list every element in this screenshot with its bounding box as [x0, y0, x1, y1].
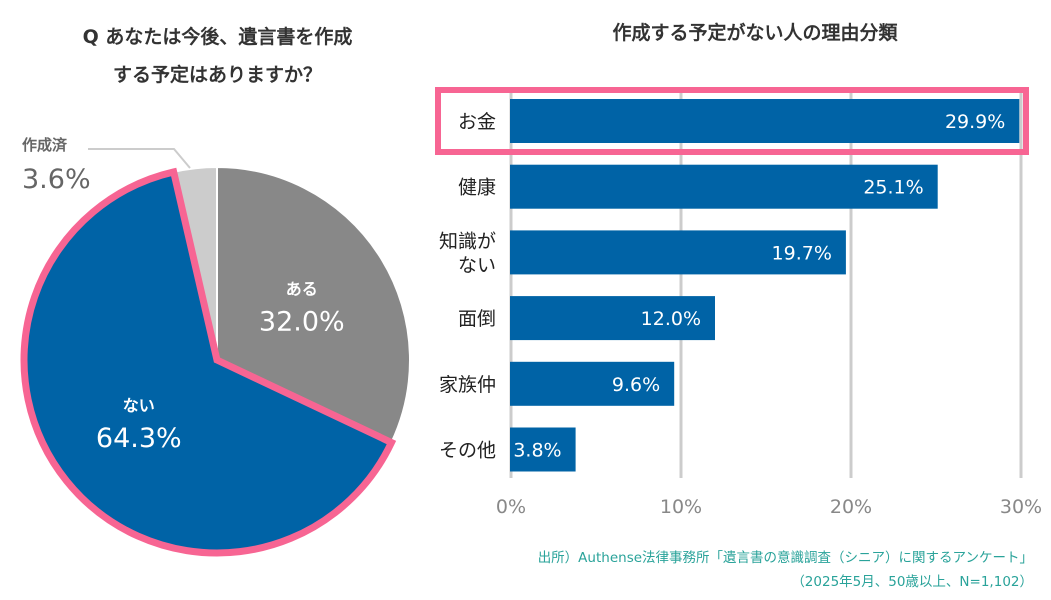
bar-3	[510, 296, 715, 341]
category-label-4: 家族仲	[439, 374, 496, 396]
source-line1: 出所）Authense法律事務所「遺言書の意識調査（シニア）に関するアンケート」	[537, 550, 1033, 566]
pie-value-1: 64.3%	[96, 423, 182, 454]
pie-slice-0	[216, 165, 411, 444]
category-label-1: 健康	[458, 177, 496, 199]
pie-title-line2: する予定はありますか？	[112, 64, 322, 86]
pie-title-line1: Q あなたは今後、遺言書を作成	[82, 26, 353, 48]
pie-label-1: ない	[123, 396, 155, 415]
category-label-2-1: ない	[458, 254, 496, 276]
x-tick-label-2: 20%	[830, 496, 872, 518]
source-line2: （2025年5月、50歳以上、N=1,102）	[791, 574, 1033, 590]
bar-title: 作成する予定がない人の理由分類	[612, 22, 898, 44]
bar-value-label-5: 3.8%	[513, 440, 561, 462]
bar-value-label-2: 19.7%	[772, 242, 832, 264]
pie-value-2: 3.6%	[22, 164, 91, 195]
pie-title: Q あなたは今後、遺言書を作成 する予定はありますか？	[20, 18, 415, 94]
bar-highlight-box	[435, 87, 1029, 155]
pie-value-0: 32.0%	[259, 306, 345, 337]
category-label-5: その他	[439, 440, 496, 462]
x-tick-label-1: 10%	[660, 496, 702, 518]
category-label-0: お金	[458, 111, 496, 133]
bar-value-label-3: 12.0%	[641, 308, 701, 330]
bar-0	[510, 99, 1020, 143]
bar-2	[510, 230, 846, 275]
bar-4	[510, 361, 675, 406]
bar-value-label-4: 9.6%	[612, 374, 660, 396]
pie-label-2: 作成済	[22, 136, 68, 154]
source-note: 出所）Authense法律事務所「遺言書の意識調査（シニア）に関するアンケート」…	[538, 546, 1033, 594]
pie-highlight-outline	[20, 167, 397, 557]
category-label-2-0: 知識が	[439, 230, 496, 252]
category-label-3: 面倒	[458, 308, 496, 330]
pie-leader-line	[88, 148, 191, 169]
pie-label-0: ある	[286, 279, 318, 298]
bar-value-label-0: 29.9%	[945, 111, 1005, 133]
x-tick-label-0: 0%	[496, 496, 526, 518]
x-tick-label-3: 30%	[1000, 496, 1042, 518]
bar-value-label-1: 25.1%	[863, 177, 923, 199]
bar-5	[510, 427, 576, 472]
bar-1	[510, 164, 938, 209]
